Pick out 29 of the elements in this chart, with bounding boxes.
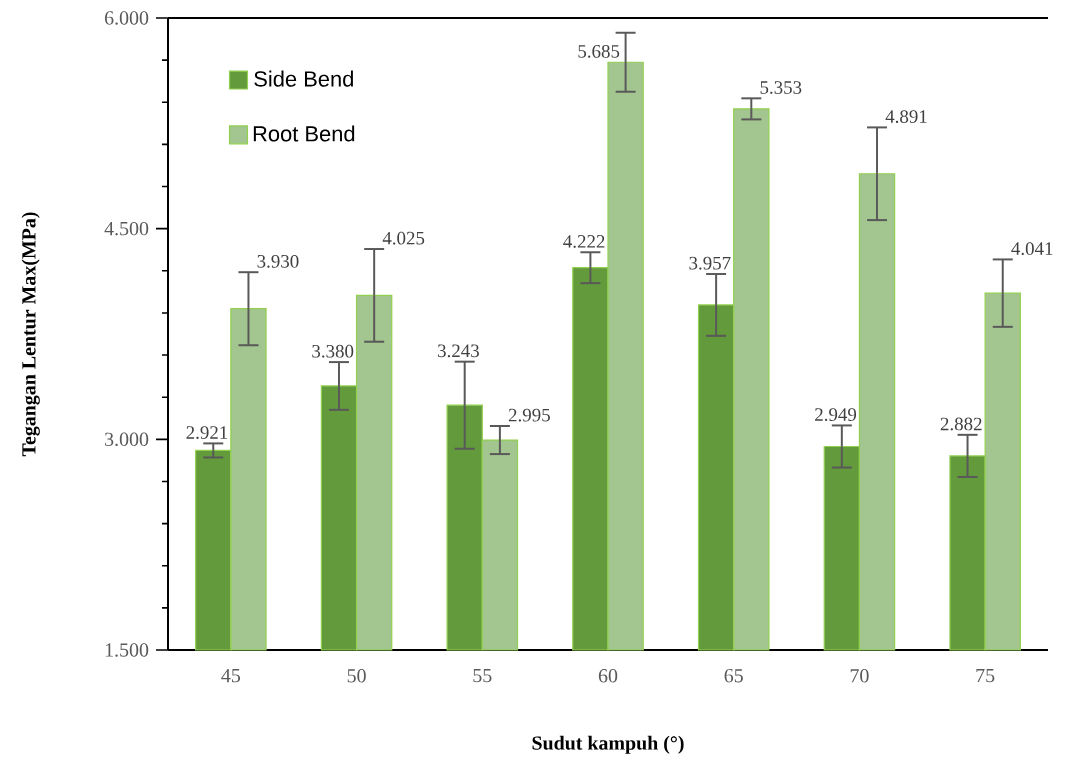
legend-label: Side Bend [254, 70, 353, 87]
data-label: 5.685 [578, 44, 620, 58]
y-tick-label: 4.500 [104, 221, 149, 236]
y-tick-label: 3.000 [105, 432, 149, 447]
data-label: 4.041 [1011, 242, 1053, 256]
x-tick-label: 60 [598, 669, 618, 683]
data-label: 2.949 [815, 408, 857, 422]
data-label: 2.921 [186, 426, 228, 440]
data-label: 4.891 [885, 110, 927, 124]
data-label: 3.243 [438, 344, 479, 358]
legend-label: Root Bend [253, 125, 355, 142]
x-axis-title: Sudut kampuh (°) [532, 735, 684, 754]
x-tick-label: 50 [347, 669, 366, 683]
data-label: 5.353 [760, 81, 802, 94]
data-label: 4.222 [563, 235, 605, 248]
x-tick-label: 75 [976, 669, 995, 683]
x-tick-label: 65 [724, 669, 743, 683]
y-tick-label: 6.000 [104, 11, 149, 25]
y-axis-title: Tegangan Lentur Max(MPa) [21, 212, 40, 457]
data-label: 3.380 [312, 344, 354, 358]
data-label: 4.025 [382, 231, 425, 245]
data-label: 3.957 [689, 256, 731, 270]
x-tick-label: 45 [221, 669, 241, 683]
data-label: 2.995 [508, 408, 550, 422]
data-label: 2.882 [940, 417, 982, 431]
x-tick-label: 55 [473, 669, 492, 683]
y-tick-label: 1.500 [105, 643, 149, 657]
x-tick-label: 70 [850, 669, 869, 683]
data-label: 3.930 [257, 254, 299, 268]
